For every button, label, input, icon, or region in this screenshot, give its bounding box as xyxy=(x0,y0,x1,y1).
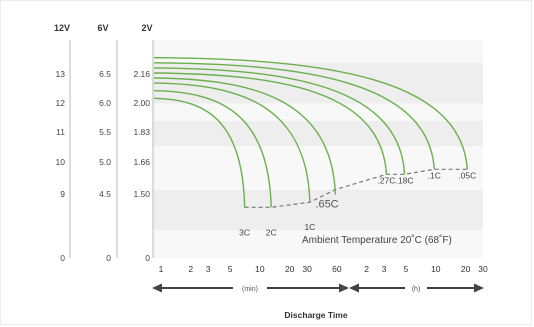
range-label-h-bg xyxy=(405,282,427,294)
y-tick-12v: 13 xyxy=(56,69,66,79)
x-tick-label: 10 xyxy=(255,264,265,274)
ambient-temperature-note: Ambient Temperature 20˚C (68˚F) xyxy=(302,234,452,246)
y-tick-2v: 2.16 xyxy=(133,69,150,79)
x-tick-label: 20 xyxy=(285,264,295,274)
discharge-curve xyxy=(153,97,246,208)
discharge-curve xyxy=(153,72,388,175)
y-tick-2v: 2.00 xyxy=(133,98,150,108)
x-tick-label: 3 xyxy=(382,264,387,274)
y-tick-12v: 0 xyxy=(60,253,65,263)
discharge-curve xyxy=(153,57,468,170)
x-tick-label: 2 xyxy=(188,264,193,274)
x-tick-labels: 1 2 3 5 10 20 30 60 2 3 5 10 20 30 xyxy=(159,264,488,274)
y-ticks-12v: 13 12 11 10 9 0 xyxy=(56,69,66,263)
y-tick-6v: 4.5 xyxy=(99,189,111,199)
y-tick-2v: 1.66 xyxy=(133,157,150,167)
range-label-min: (min) xyxy=(242,286,258,293)
y-ticks-2v: 2.16 2.00 1.83 1.66 1.50 0 xyxy=(133,69,150,263)
discharge-curve xyxy=(153,82,311,203)
range-arrow-min: (min) xyxy=(152,282,349,294)
y-tick-2v: 1.50 xyxy=(133,189,150,199)
y-tick-6v: 5.5 xyxy=(99,127,111,137)
series-label: 1C xyxy=(304,222,315,232)
plot-area: 3C 2C 1C .65C .27C .18C .1C .05C xyxy=(152,40,483,258)
series-label: 3C xyxy=(239,227,250,237)
cutoff-line xyxy=(244,168,468,208)
series-label: 2C xyxy=(266,227,277,237)
x-tick-label: 5 xyxy=(228,264,233,274)
discharge-curve xyxy=(153,77,337,195)
y-tick-12v: 9 xyxy=(60,189,65,199)
series-label: .27C xyxy=(377,175,395,185)
header-12v: 12V xyxy=(54,23,70,33)
y-tick-6v: 6.0 xyxy=(99,98,111,108)
discharge-curve xyxy=(153,62,435,170)
voltage-band xyxy=(153,189,483,231)
discharge-curve xyxy=(153,67,406,175)
y-tick-12v: 12 xyxy=(56,98,66,108)
y-tick-2v: 1.83 xyxy=(133,127,150,137)
x-tick-label: 3 xyxy=(206,264,211,274)
x-axis-title: Discharge Time xyxy=(284,310,347,320)
x-tick-label: 5 xyxy=(404,264,409,274)
y-tick-6v: 6.5 xyxy=(99,69,111,79)
series-label: .1C xyxy=(428,170,441,180)
y-tick-12v: 11 xyxy=(56,127,65,137)
range-label-min-bg xyxy=(233,282,267,294)
x-tick-label: 2 xyxy=(364,264,369,274)
arrow-right-icon xyxy=(339,283,349,293)
y-ticks-6v: 6.5 6.0 5.5 5.0 4.5 0 xyxy=(99,69,111,263)
arrow-left-icon xyxy=(152,283,162,293)
x-tick-label: 20 xyxy=(461,264,471,274)
series-label: .65C xyxy=(315,199,338,211)
arrow-right-icon xyxy=(474,283,484,293)
range-label-h: (h) xyxy=(412,286,421,293)
y-tick-12v: 10 xyxy=(56,157,66,167)
x-tick-label: 1 xyxy=(159,264,164,274)
x-tick-label: 60 xyxy=(332,264,342,274)
header-2v: 2V xyxy=(141,23,152,33)
arrow-left-icon xyxy=(349,283,359,293)
series-label: .05C xyxy=(458,170,476,180)
header-6v: 6V xyxy=(97,23,108,33)
y-tick-6v: 5.0 xyxy=(99,157,111,167)
x-tick-label: 10 xyxy=(431,264,441,274)
y-tick-2v: 0 xyxy=(145,253,150,263)
series-label: .18C xyxy=(396,175,414,185)
x-tick-label: 30 xyxy=(302,264,312,274)
x-tick-label: 30 xyxy=(478,264,488,274)
range-arrow-h: (h) xyxy=(349,282,484,294)
y-tick-6v: 0 xyxy=(106,253,111,263)
discharge-curve xyxy=(153,90,272,208)
